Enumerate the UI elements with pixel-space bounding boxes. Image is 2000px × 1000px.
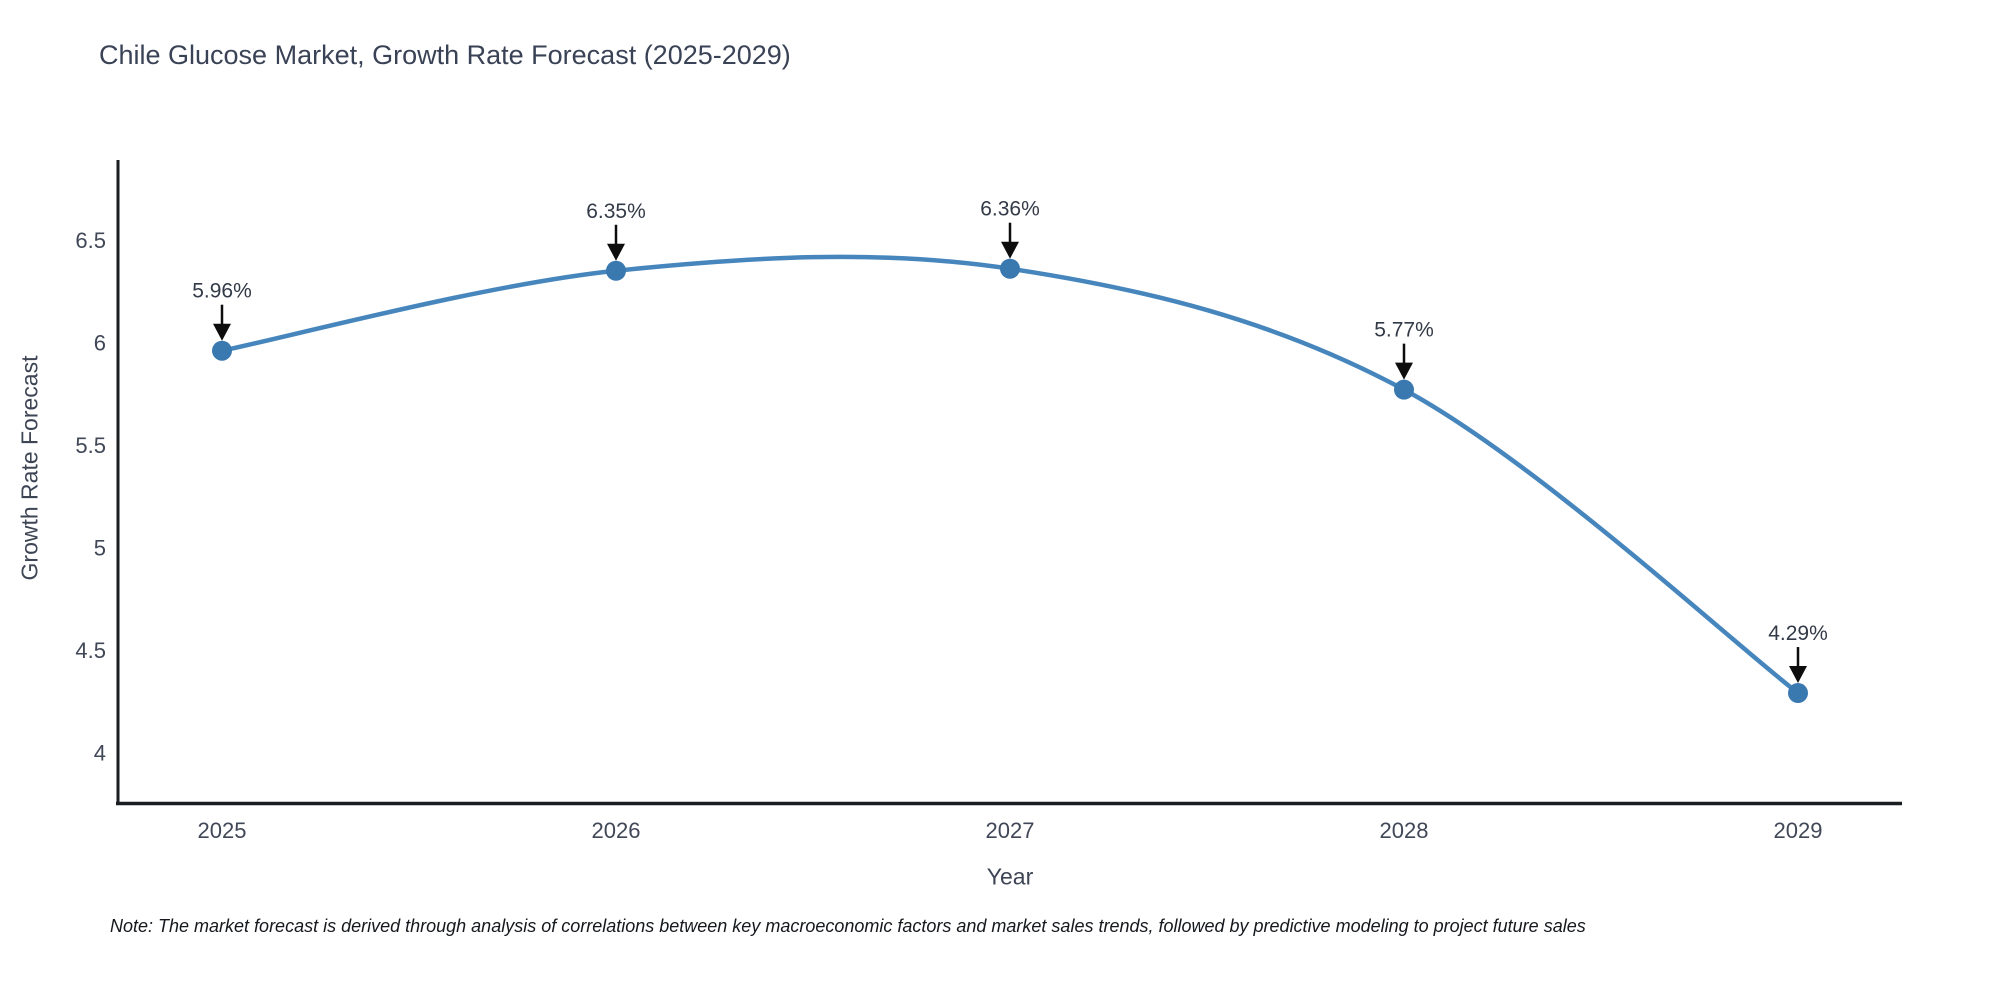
data-point-marker[interactable] xyxy=(606,260,626,281)
data-point-marker[interactable] xyxy=(1788,683,1808,704)
data-point-marker[interactable] xyxy=(1394,379,1414,400)
y-tick-label: 5 xyxy=(94,536,106,561)
y-tick-label: 5.5 xyxy=(75,433,106,458)
y-tick-label: 4 xyxy=(94,741,106,766)
y-tick-label: 6 xyxy=(94,331,106,356)
annotation-arrowhead-icon xyxy=(607,243,625,261)
x-tick-label: 2026 xyxy=(592,818,641,843)
annotation-value-label: 6.35% xyxy=(586,200,646,223)
annotation-arrowhead-icon xyxy=(213,323,231,341)
chart-title: Chile Glucose Market, Growth Rate Foreca… xyxy=(99,40,791,70)
y-axis-title: Growth Rate Forecast xyxy=(16,355,43,581)
x-tick-label: 2029 xyxy=(1774,818,1823,843)
data-point-marker[interactable] xyxy=(212,340,232,361)
annotation-arrowhead-icon xyxy=(1395,362,1413,380)
annotation-value-label: 5.77% xyxy=(1374,319,1434,342)
x-tick-label: 2027 xyxy=(986,818,1035,843)
footnote: Note: The market forecast is derived thr… xyxy=(110,916,1586,936)
y-tick-label: 4.5 xyxy=(75,638,106,663)
annotation-arrowhead-icon xyxy=(1789,666,1807,684)
y-tick-label: 6.5 xyxy=(75,228,106,253)
series-line xyxy=(219,254,1801,696)
x-axis-title: Year xyxy=(986,863,1034,890)
annotation-value-label: 6.36% xyxy=(980,198,1040,221)
annotation-arrowhead-icon xyxy=(1001,241,1019,259)
annotation-value-label: 5.96% xyxy=(192,280,252,303)
x-tick-label: 2028 xyxy=(1380,818,1429,843)
x-tick-label: 2025 xyxy=(198,818,247,843)
annotation-value-label: 4.29% xyxy=(1768,622,1828,645)
data-point-marker[interactable] xyxy=(1000,258,1020,279)
